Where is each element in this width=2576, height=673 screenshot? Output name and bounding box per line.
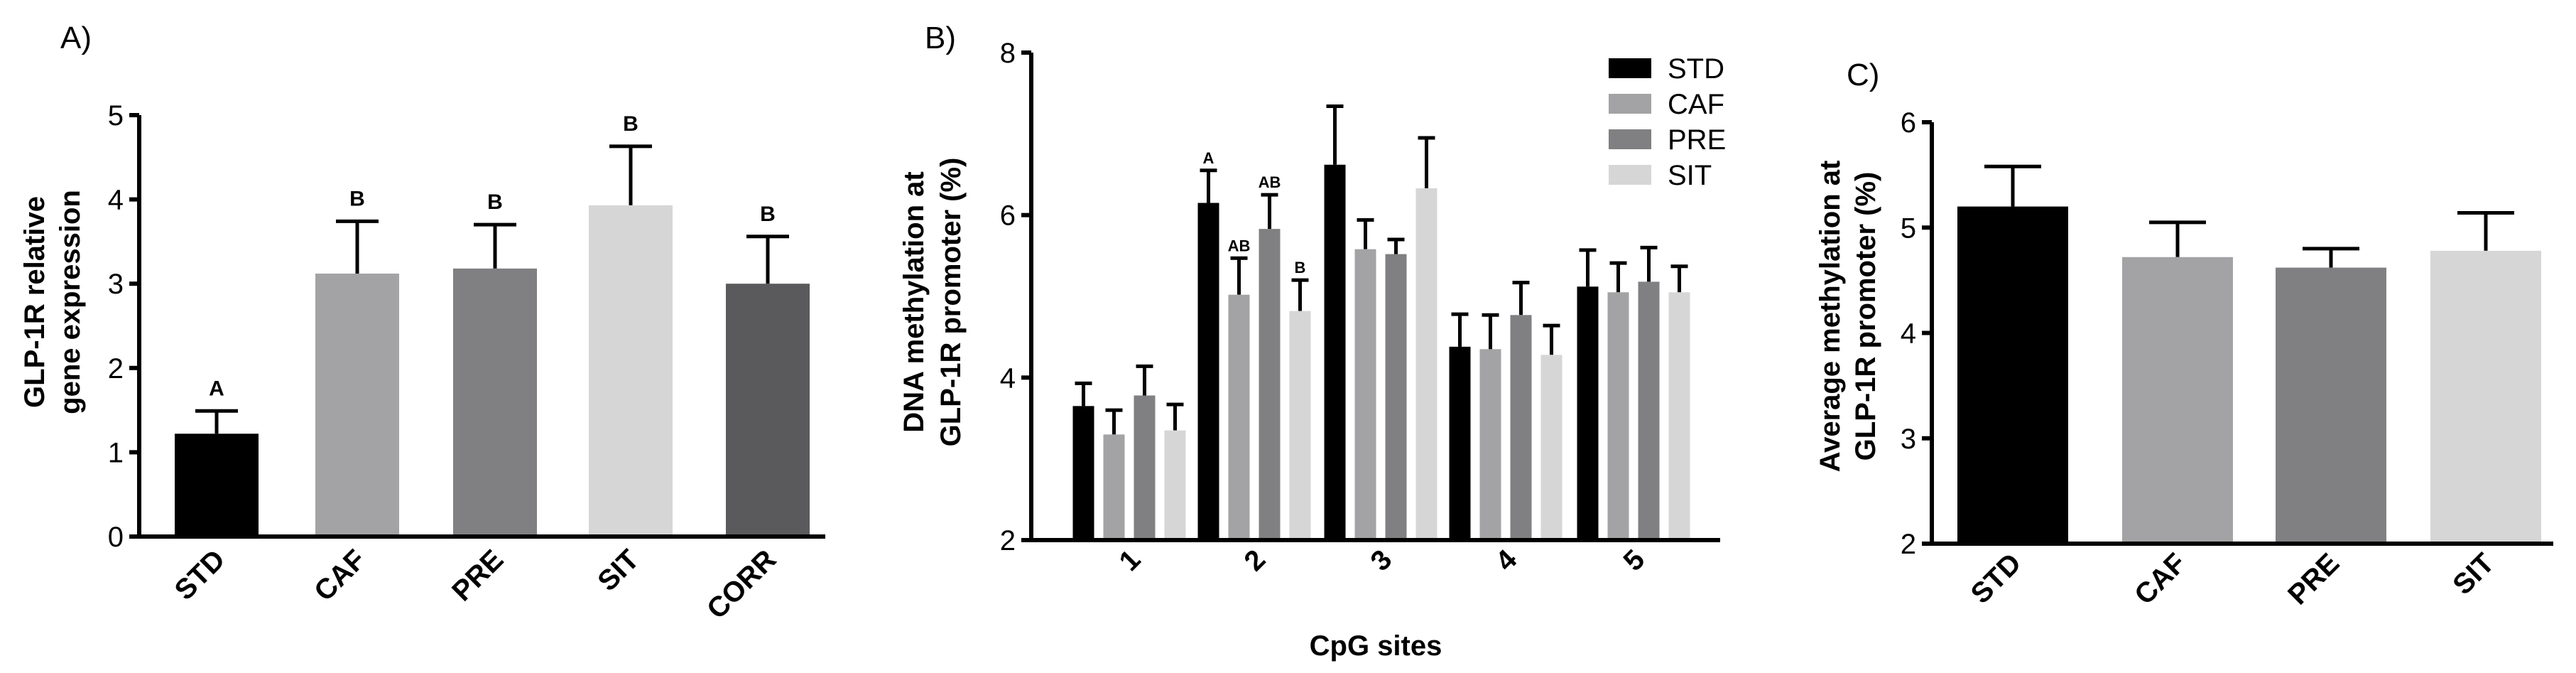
panel-b-y-tick-label: 8 xyxy=(1000,38,1016,69)
panel-c-y-tick-label: 2 xyxy=(1901,529,1916,560)
panel-b-x-tick-label: 5 xyxy=(1618,544,1651,577)
panel-b-bar-pre-site-4 xyxy=(1510,315,1532,540)
panel-c-bar-caf xyxy=(2122,257,2233,544)
panel-b-bar-caf-site-4 xyxy=(1479,349,1501,540)
panel-b-y-ticks: 2 4 6 8 xyxy=(1000,38,1031,556)
panel-b-y-tick-label: 4 xyxy=(1000,362,1016,394)
panel-b-bar-caf-site-2 xyxy=(1228,294,1250,540)
panel-b-sig-label: AB xyxy=(1259,173,1281,191)
panel-b-x-tick-label: 2 xyxy=(1239,544,1272,577)
panel-b-y-tick-label: 2 xyxy=(1000,525,1016,556)
panel-a-sig-label: B xyxy=(623,112,638,136)
panel-a-bar-pre xyxy=(453,268,537,537)
panel-a-x-tick-label: STD xyxy=(169,544,232,606)
panel-b-bar-pre-site-3 xyxy=(1385,254,1407,540)
panel-a-y-tick-label: 2 xyxy=(108,353,124,384)
panel-a-y-tick-label: 4 xyxy=(108,185,124,216)
panel-b-bar-pre-site-1 xyxy=(1134,395,1156,540)
panel-c-ylabel-line2: GLP-1R promoter (%) xyxy=(1850,172,1881,461)
panel-c-y-tick-label: 3 xyxy=(1901,424,1916,455)
panel-b-sig-label: A xyxy=(1203,149,1214,167)
panel-b-legend-label: STD xyxy=(1668,53,1724,85)
panel-a-x-tick-label: SIT xyxy=(592,544,645,597)
panel-b-bar-sit-site-3 xyxy=(1415,188,1438,540)
panel-b-bar-pre-site-2 xyxy=(1259,229,1281,540)
panel-c-y-tick-label: 4 xyxy=(1901,318,1916,350)
panel-b-bar-std-site-4 xyxy=(1449,346,1471,540)
panel-b-x-tick-label: 1 xyxy=(1114,544,1147,577)
panel-a-bars: A B B B B xyxy=(175,112,810,537)
panel-a-x-labels: STD CAF PRE SIT CORR xyxy=(169,544,783,625)
panel-c-x-labels: STD CAF PRE SIT xyxy=(1965,547,2501,610)
panel-a-y-tick-label: 1 xyxy=(108,437,124,468)
panel-b-label: B) xyxy=(925,21,956,55)
panel-b-bar-sit-site-2 xyxy=(1289,311,1311,540)
panel-c: C) Average methylation at GLP-1R promote… xyxy=(1815,58,2553,611)
panel-b-bar-pre-site-5 xyxy=(1638,281,1660,540)
panel-b-legend-label: CAF xyxy=(1668,89,1724,120)
panel-b-bar-sit-site-5 xyxy=(1668,292,1690,540)
panel-b-bars: A AB AB B xyxy=(1072,104,1690,540)
panel-c-bar-pre xyxy=(2276,267,2386,544)
panel-a-y-tick-label: 3 xyxy=(108,269,124,300)
panel-b-ylabel-line2: GLP-1R promoter (%) xyxy=(935,158,967,447)
panel-b-sig-label: B xyxy=(1295,259,1306,276)
panel-c-x-tick-label: PRE xyxy=(2282,547,2345,610)
panel-b-y-tick-label: 6 xyxy=(1000,200,1016,232)
panel-b-sig-label: AB xyxy=(1228,237,1251,254)
panel-a-y-ticks: 0 1 2 3 4 5 xyxy=(108,100,139,553)
panel-c-x-tick-label: SIT xyxy=(2447,547,2500,601)
panel-b-bar-std-site-1 xyxy=(1072,406,1094,540)
panel-b-bar-std-site-2 xyxy=(1197,203,1219,540)
panel-c-y-tick-label: 5 xyxy=(1901,212,1916,244)
panel-b-xlabel: CpG sites xyxy=(1310,630,1442,662)
panel-a-ylabel-line1: GLP-1R relative xyxy=(19,196,50,408)
panel-b-x-tick-label: 3 xyxy=(1365,544,1398,577)
panel-b-legend-swatch-sit xyxy=(1609,165,1651,185)
panel-c-y-tick-label: 6 xyxy=(1901,107,1916,139)
panel-c-x-tick-label: CAF xyxy=(2129,547,2192,610)
panel-b-legend-swatch-pre xyxy=(1609,129,1651,149)
panel-b-bar-caf-site-5 xyxy=(1607,292,1629,540)
panel-a-sig-label: A xyxy=(209,377,224,400)
panel-b: B) DNA methylation at GLP-1R promoter (%… xyxy=(898,21,1726,662)
panel-a-label: A) xyxy=(60,21,92,55)
panel-c-ylabel-line1: Average methylation at xyxy=(1815,161,1846,473)
panel-b-bar-caf-site-3 xyxy=(1354,249,1376,540)
panel-c-x-tick-label: STD xyxy=(1965,547,2028,610)
panel-b-x-labels: 1 2 3 4 5 xyxy=(1114,544,1651,577)
panel-a-x-tick-label: PRE xyxy=(446,544,509,607)
panel-b-bar-std-site-5 xyxy=(1577,286,1599,540)
panel-a-y-tick-label: 0 xyxy=(108,522,124,553)
panel-b-bar-sit-site-1 xyxy=(1164,430,1186,540)
panel-a-x-tick-label: CORR xyxy=(701,544,782,625)
panel-c-bar-sit xyxy=(2430,250,2541,544)
panel-b-x-tick-label: 4 xyxy=(1490,544,1523,577)
panel-a-sig-label: B xyxy=(487,190,503,214)
panel-a-bar-corr xyxy=(726,284,810,537)
panel-a-x-tick-label: CAF xyxy=(308,544,371,607)
panel-b-legend-label: SIT xyxy=(1668,160,1712,191)
panel-b-ylabel-line1: DNA methylation at xyxy=(898,171,930,432)
panel-a-sig-label: B xyxy=(760,203,776,226)
panel-a-bar-caf xyxy=(315,273,399,537)
panel-b-legend-swatch-std xyxy=(1609,58,1651,78)
panel-a: A) GLP-1R relative gene expression 0 1 2 3 4… xyxy=(19,21,825,625)
panel-a-ylabel-line2: gene expression xyxy=(55,190,86,414)
panel-c-bars xyxy=(1957,164,2541,544)
panel-b-legend: STD CAF PRE SIT xyxy=(1609,53,1726,191)
panel-b-legend-label: PRE xyxy=(1668,124,1726,156)
panel-c-bar-std xyxy=(1957,206,2068,544)
panel-b-bar-caf-site-1 xyxy=(1103,434,1125,540)
panel-b-bar-sit-site-4 xyxy=(1540,355,1563,540)
panel-a-bar-sit xyxy=(589,205,673,537)
panel-a-bar-std xyxy=(175,434,259,537)
panel-c-label: C) xyxy=(1847,58,1879,92)
panel-b-bar-std-site-3 xyxy=(1324,164,1346,540)
panel-b-legend-swatch-caf xyxy=(1609,94,1651,114)
panel-a-y-tick-label: 5 xyxy=(108,100,124,131)
panel-a-sig-label: B xyxy=(349,187,365,210)
panel-c-y-ticks: 2 3 4 5 6 xyxy=(1901,107,1932,560)
